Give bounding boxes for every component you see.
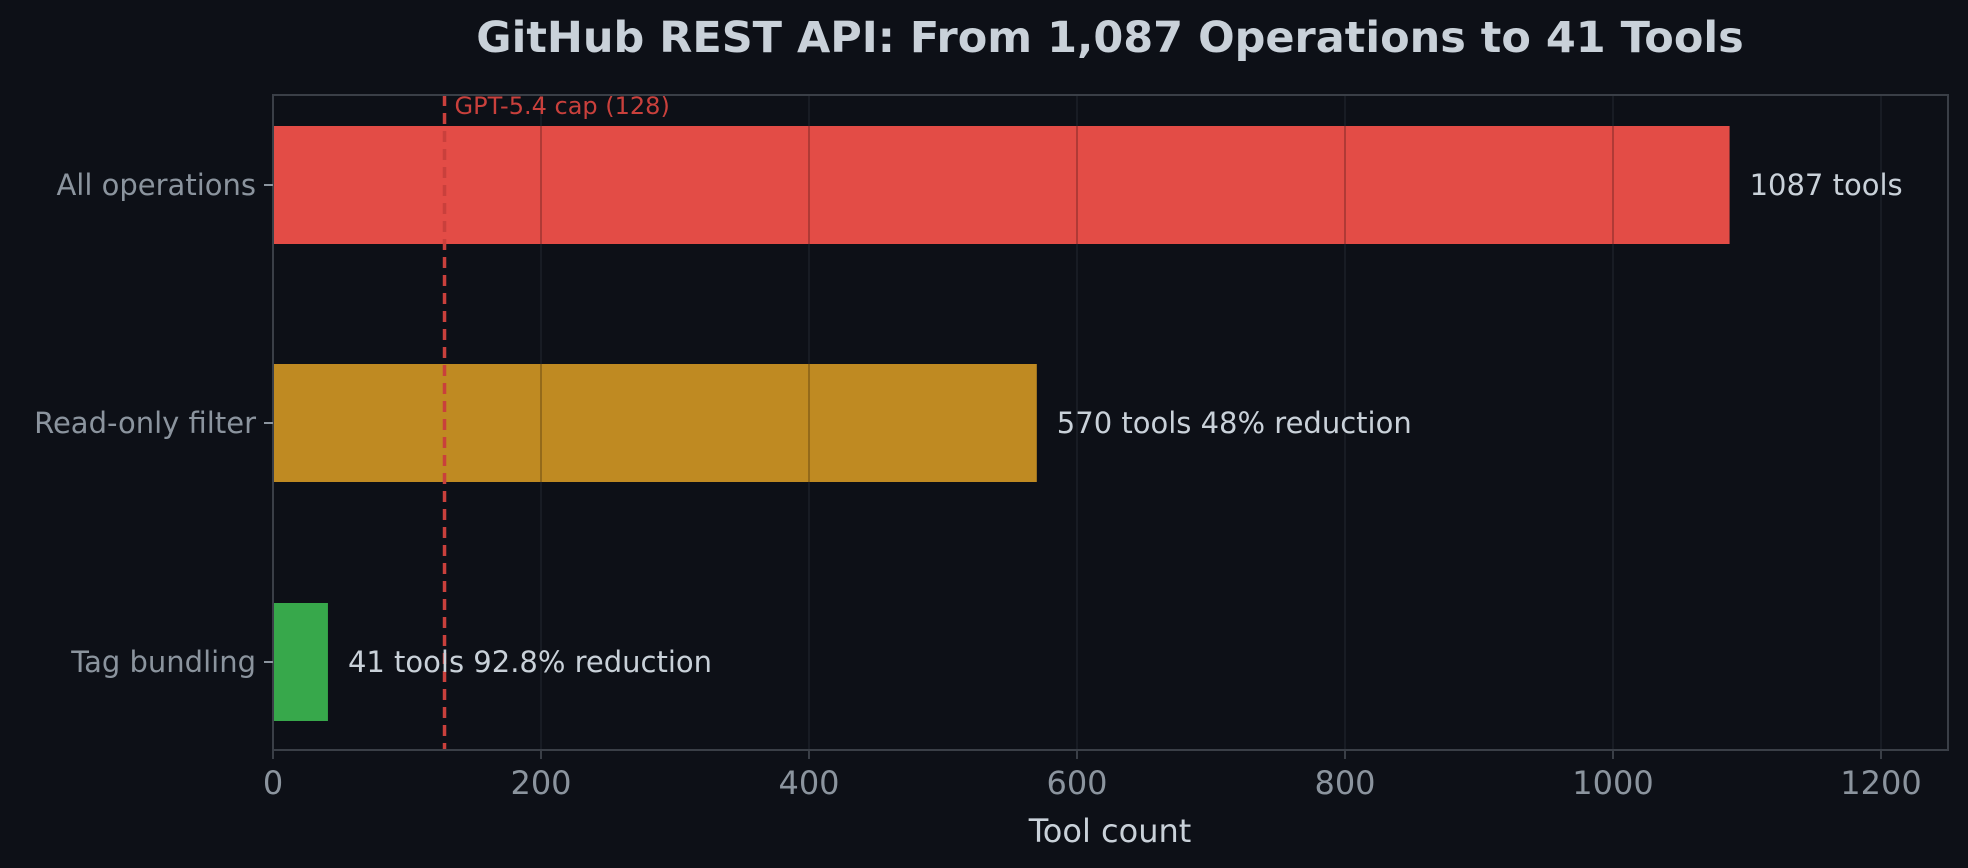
x-tick-label-1: 200 bbox=[510, 764, 571, 802]
reference-line-label: GPT-5.4 cap (128) bbox=[455, 92, 670, 120]
plot-area: GPT-5.4 cap (128) 0 200 400 600 800 1000 1200 Al… bbox=[34, 92, 1949, 802]
category-label-2: Tag bundling bbox=[70, 645, 256, 679]
bar-2 bbox=[273, 603, 328, 721]
value-label-1: 570 tools 48% reduction bbox=[1057, 406, 1412, 440]
x-tick-label-4: 800 bbox=[1314, 764, 1375, 802]
x-tick-label-5: 1000 bbox=[1572, 764, 1653, 802]
category-label-1: Read-only filter bbox=[34, 406, 256, 440]
category-label-0: All operations bbox=[56, 168, 256, 202]
x-axis-label: Tool count bbox=[1028, 812, 1192, 850]
value-label-2: 41 tools 92.8% reduction bbox=[348, 645, 712, 679]
x-tick-label-0: 0 bbox=[263, 764, 283, 802]
bar-1 bbox=[273, 364, 1037, 482]
x-tick-label-2: 400 bbox=[778, 764, 839, 802]
chart-title: GitHub REST API: From 1,087 Operations t… bbox=[476, 13, 1743, 63]
bar-0 bbox=[273, 126, 1730, 244]
x-tick-label-6: 1200 bbox=[1840, 764, 1921, 802]
value-label-0: 1087 tools bbox=[1750, 168, 1903, 202]
x-tick-label-3: 600 bbox=[1046, 764, 1107, 802]
